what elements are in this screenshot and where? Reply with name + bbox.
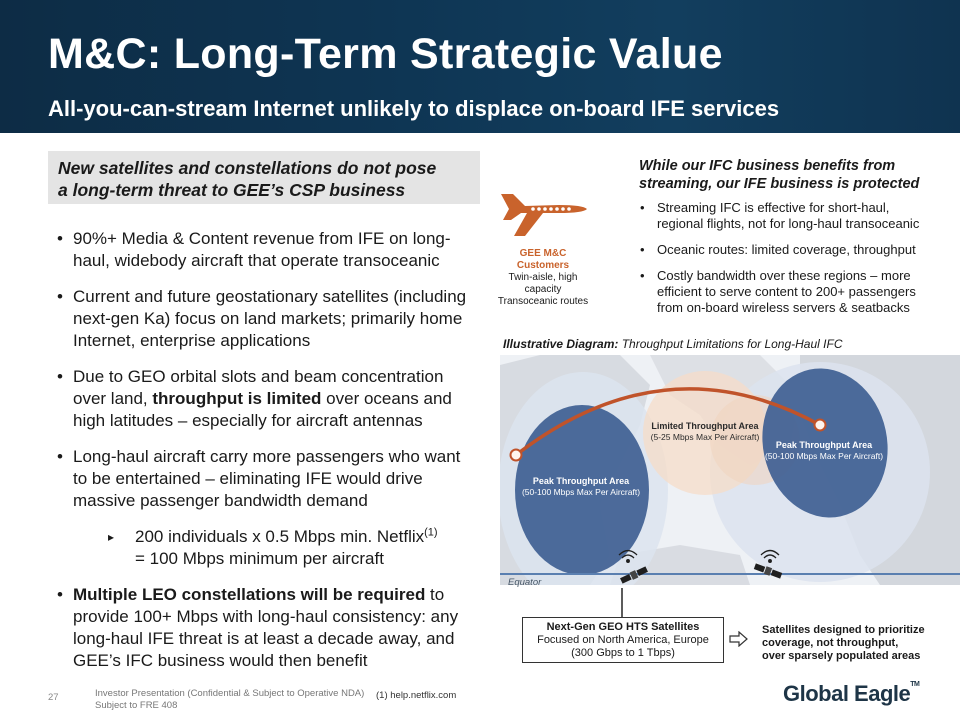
key-message-line-2: a long-term threat to GEE’s CSP business [58,180,406,200]
geo-satellites-box: Next-Gen GEO HTS Satellites Focused on N… [522,617,724,663]
page-number: 27 [48,692,59,703]
list-item: Oceanic routes: limited coverage, throug… [638,242,938,258]
page-title: M&C: Long-Term Strategic Value [48,30,723,78]
ife-protected-heading: While our IFC business benefits from str… [639,158,920,192]
satellite-icon [753,563,783,579]
flight-path [514,387,821,457]
satellite-icon [620,566,648,584]
footer-disclaimer: Investor Presentation (Confidential & Su… [95,688,365,711]
header-banner: M&C: Long-Term Strategic Value All-you-c… [0,0,960,133]
arrow-up-icon [621,588,623,618]
peak-left-label: Peak Throughput Area (50-100 Mbps Max Per… [521,476,641,497]
list-item: Costly bandwidth over these regions – mo… [638,268,938,316]
equator-label: Equator [508,577,542,588]
bullet-throughput: Due to GEO orbital slots and beam concen… [48,366,476,432]
plane-caption: GEE M&C Customers Twin-aisle, high capac… [497,248,589,307]
diagram-title: Illustrative Diagram: Throughput Limitat… [503,337,843,351]
page-subtitle: All-you-can-stream Internet unlikely to … [48,96,780,121]
peak-throughput-right [762,368,888,518]
flight-destination [813,418,827,432]
bullet-geo-satellites: Current and future geostationary satelli… [48,286,476,352]
bullet-leo: Multiple LEO constellations will be requ… [48,584,476,672]
left-bullet-list: 90%+ Media & Content revenue from IFE on… [48,228,476,686]
throughput-diagram [500,355,960,585]
list-item: Streaming IFC is effective for short-hau… [638,200,938,232]
key-message-line-1: New satellites and constellations do not… [58,158,437,178]
arrow-right-icon [729,631,748,647]
limited-label: Limited Throughput Area (5-25 Mbps Max Pe… [650,421,760,442]
key-message-box: New satellites and constellations do not… [48,151,480,204]
sub-bullet-bandwidth: 200 individuals x 0.5 Mbps min. Netflix(… [48,526,476,570]
coverage-note: Satellites designed to prioritize covera… [762,624,925,662]
footnote: (1) help.netflix.com [376,690,457,701]
flight-origin [509,448,523,462]
signal-icon [618,549,638,563]
bullet-passengers: Long-haul aircraft carry more passengers… [48,446,476,512]
world-map-diagram [500,355,960,585]
bullet-ife-revenue: 90%+ Media & Content revenue from IFE on… [48,228,476,272]
ife-protected-list: Streaming IFC is effective for short-hau… [638,200,938,326]
peak-throughput-left [515,405,649,575]
signal-icon [760,549,780,563]
peak-right-label: Peak Throughput Area (50-100 Mbps Max Per… [764,440,884,461]
airplane-icon [501,194,587,236]
global-eagle-logo: Global EagleTM [783,681,920,706]
